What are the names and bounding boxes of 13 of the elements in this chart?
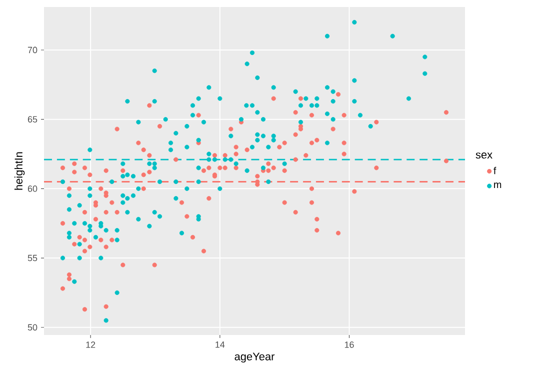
x-axis-title: ageYear <box>234 352 275 363</box>
legend-label: f <box>494 166 496 174</box>
y-tick-label: 65 <box>28 116 38 123</box>
y-axis-title: heightIn <box>14 152 25 190</box>
legend-title: sex <box>476 152 492 159</box>
x-tick-label: 16 <box>344 342 354 348</box>
legend-label: m <box>494 182 502 188</box>
x-tick-label: 14 <box>216 342 225 348</box>
y-tick-label: 60 <box>28 186 38 192</box>
y-tick-label: 55 <box>28 254 38 262</box>
y-tick-label: 50 <box>28 324 38 331</box>
y-tick-label: 70 <box>28 46 38 54</box>
x-tick-label: 12 <box>86 342 96 348</box>
